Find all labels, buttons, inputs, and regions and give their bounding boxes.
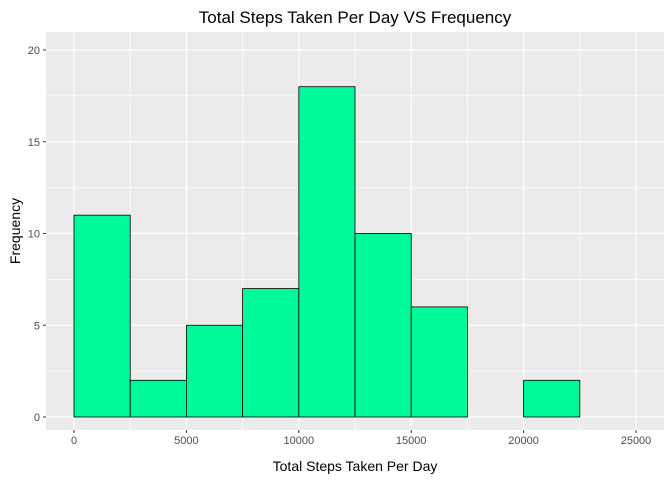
x-tick-label: 10000: [284, 435, 315, 447]
x-tick-label: 20000: [508, 435, 539, 447]
histogram-bar-8: [523, 379, 581, 418]
x-axis-ticks: 0 5000 10000 15000 20000 25000: [71, 430, 651, 447]
x-tick-label: 5000: [174, 435, 198, 447]
y-tick-label: 10: [28, 229, 40, 241]
x-tick-label: 15000: [396, 435, 427, 447]
histogram-bar-2: [185, 324, 243, 418]
y-tick-label: 20: [28, 45, 40, 57]
y-tick-label: 0: [34, 412, 40, 424]
y-tick-label: 5: [34, 320, 40, 332]
histogram-bar-4: [298, 86, 356, 418]
histogram-bar-1: [129, 379, 187, 418]
histogram-bar-0: [73, 214, 131, 418]
chart-title: Total Steps Taken Per Day VS Frequency: [199, 8, 512, 27]
y-tick-label: 15: [28, 137, 40, 149]
x-tick-label: 25000: [621, 435, 652, 447]
y-axis-ticks: 0 5 10 15 20: [28, 45, 46, 424]
histogram-bar-5: [354, 233, 412, 418]
y-axis-title: Frequency: [7, 198, 23, 264]
histogram-bar-3: [242, 288, 300, 418]
x-axis-title: Total Steps Taken Per Day: [273, 458, 438, 474]
bars: [73, 86, 581, 418]
x-tick-label: 0: [71, 435, 77, 447]
histogram-bar-6: [410, 306, 468, 418]
